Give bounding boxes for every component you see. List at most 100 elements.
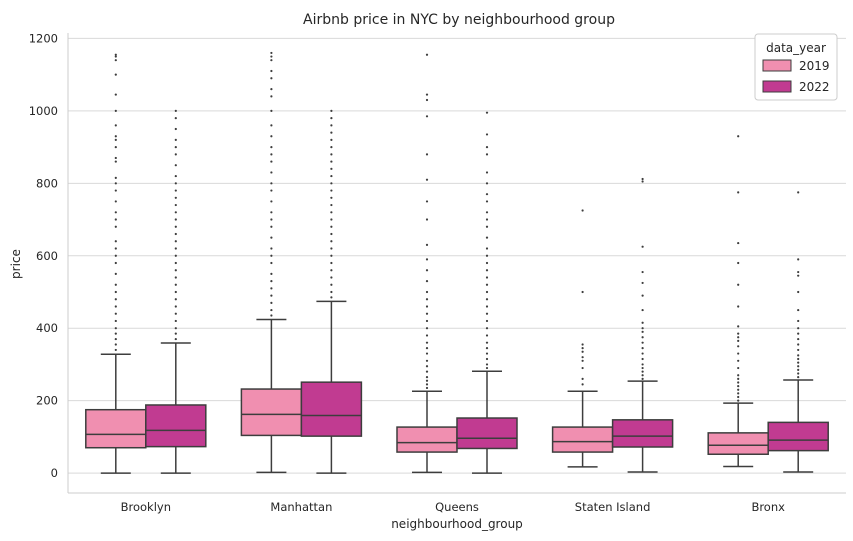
outlier-point xyxy=(737,332,740,335)
x-tick-label-bronx: Bronx xyxy=(751,500,785,514)
outlier-point xyxy=(330,117,333,120)
outlier-point xyxy=(485,225,489,228)
x-tick-label-brooklyn: Brooklyn xyxy=(121,500,171,514)
outlier-point xyxy=(174,189,177,192)
outlier-point xyxy=(174,254,177,257)
outlier-point xyxy=(425,218,429,221)
outlier-point xyxy=(581,377,584,381)
outlier-point xyxy=(330,189,333,192)
outlier-point xyxy=(425,290,429,294)
outlier-point xyxy=(174,337,177,341)
outlier-point xyxy=(270,200,273,203)
outlier-point xyxy=(114,348,117,352)
legend-label-2019: 2019 xyxy=(799,59,830,73)
outlier-point xyxy=(270,236,273,239)
outlier-point xyxy=(737,305,740,308)
outlier-point xyxy=(485,298,489,301)
outlier-point xyxy=(425,93,429,96)
outlier-point xyxy=(425,269,429,272)
outlier-point xyxy=(330,160,333,163)
outlier-point xyxy=(114,247,117,250)
outlier-point xyxy=(330,131,333,134)
outlier-point xyxy=(641,330,644,333)
outlier-point xyxy=(425,347,429,350)
outlier-point xyxy=(174,247,177,250)
outlier-point xyxy=(485,347,489,350)
outlier-point xyxy=(581,347,584,350)
outlier-point xyxy=(797,290,800,294)
chart-title: Airbnb price in NYC by neighbourhood gro… xyxy=(303,12,615,28)
box-brooklyn-2022 xyxy=(145,109,207,474)
outlier-point xyxy=(485,254,489,257)
outlier-point xyxy=(114,182,117,185)
outlier-point xyxy=(330,124,333,127)
box-brooklyn-2019 xyxy=(85,53,147,474)
outlier-point xyxy=(270,189,273,192)
outlier-point xyxy=(425,153,429,156)
outlier-point xyxy=(114,290,117,294)
outlier-point xyxy=(425,298,429,301)
outlier-point xyxy=(114,337,117,341)
outlier-point xyxy=(330,240,333,243)
outlier-point xyxy=(114,312,117,315)
outlier-point xyxy=(114,53,117,56)
outlier-point xyxy=(330,196,333,199)
outlier-point xyxy=(641,347,644,350)
outlier-point xyxy=(485,269,489,272)
outlier-point xyxy=(641,308,644,312)
outlier-point xyxy=(330,232,333,236)
box-bronx-2022 xyxy=(767,191,829,473)
outlier-point xyxy=(641,270,644,274)
outlier-point xyxy=(270,153,273,156)
outlier-point xyxy=(425,341,429,344)
outlier-point xyxy=(270,287,273,290)
outlier-point xyxy=(330,254,333,257)
outlier-point xyxy=(797,372,800,375)
box-staten-island-2022 xyxy=(611,177,674,473)
outlier-point xyxy=(174,332,177,335)
outlier-point xyxy=(485,247,489,250)
outlier-point xyxy=(174,298,177,301)
outlier-point xyxy=(737,241,740,245)
outlier-point xyxy=(485,133,489,136)
outlier-point xyxy=(797,274,800,277)
outlier-point xyxy=(270,59,273,62)
outlier-point xyxy=(174,283,177,286)
outlier-point xyxy=(797,332,800,335)
outlier-point xyxy=(174,117,177,120)
outlier-point xyxy=(330,283,333,286)
outlier-point xyxy=(425,375,429,379)
outlier-point xyxy=(797,337,800,341)
outlier-point xyxy=(797,191,800,194)
outlier-point xyxy=(174,327,177,330)
outlier-point xyxy=(425,352,429,355)
legend: data_year 2019 2022 xyxy=(754,33,838,101)
outlier-point xyxy=(114,160,117,163)
y-tick-label-0: 0 xyxy=(51,466,58,480)
outlier-point xyxy=(270,88,273,91)
outlier-point xyxy=(270,308,273,312)
outlier-point xyxy=(174,312,177,315)
outlier-point xyxy=(425,365,429,368)
outlier-point xyxy=(797,348,800,352)
outlier-point xyxy=(114,55,117,58)
outlier-point xyxy=(114,319,117,323)
outlier-point xyxy=(485,145,489,149)
box-queens-2019 xyxy=(396,53,458,474)
x-axis-label: neighbourhood_group xyxy=(391,517,523,531)
outlier-point xyxy=(797,319,800,323)
outlier-point xyxy=(485,218,489,221)
outlier-point xyxy=(425,370,429,373)
outlier-point xyxy=(641,321,644,324)
outlier-point xyxy=(737,366,740,370)
outlier-point xyxy=(114,145,117,149)
outlier-point xyxy=(485,327,489,330)
outlier-point xyxy=(270,211,273,214)
outlier-point xyxy=(641,366,644,370)
outlier-point xyxy=(485,171,489,174)
outlier-point xyxy=(641,327,644,330)
outlier-point xyxy=(330,182,333,185)
outlier-point xyxy=(737,395,740,399)
outlier-point xyxy=(114,261,117,265)
outlier-point xyxy=(797,354,800,357)
